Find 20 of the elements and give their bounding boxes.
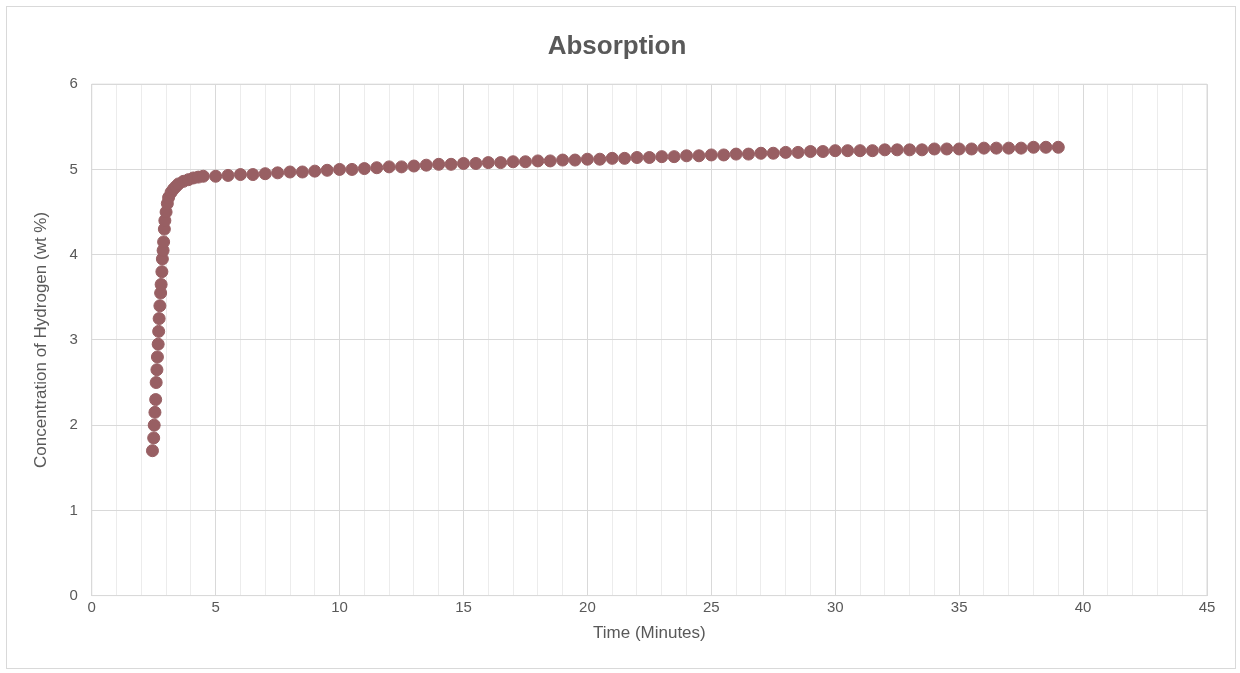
x-axis-title: Time (Minutes) (593, 623, 706, 643)
x-tick-label: 0 (87, 597, 96, 615)
y-tick-label: 1 (69, 500, 78, 518)
x-tick-label: 30 (826, 597, 844, 615)
x-tick-label: 40 (1074, 597, 1092, 615)
y-tick-label: 3 (69, 330, 78, 348)
x-tick-label: 25 (702, 597, 720, 615)
y-tick-label: 5 (69, 159, 78, 177)
x-tick-label: 20 (579, 597, 596, 615)
y-tick-label: 0 (69, 585, 78, 603)
chart-title: Absorption (547, 29, 687, 60)
y-axis-title: Concentration of Hydrogen (wt %) (30, 211, 50, 468)
y-tick-label: 4 (69, 244, 78, 262)
x-tick-label: 10 (331, 597, 348, 615)
x-tick-label: 15 (455, 597, 472, 615)
y-tick-label: 6 (69, 74, 78, 92)
x-tick-label: 5 (211, 597, 220, 615)
x-tick-label: 45 (1198, 597, 1216, 615)
x-tick-label: 35 (950, 597, 968, 615)
y-tick-label: 2 (69, 415, 78, 433)
